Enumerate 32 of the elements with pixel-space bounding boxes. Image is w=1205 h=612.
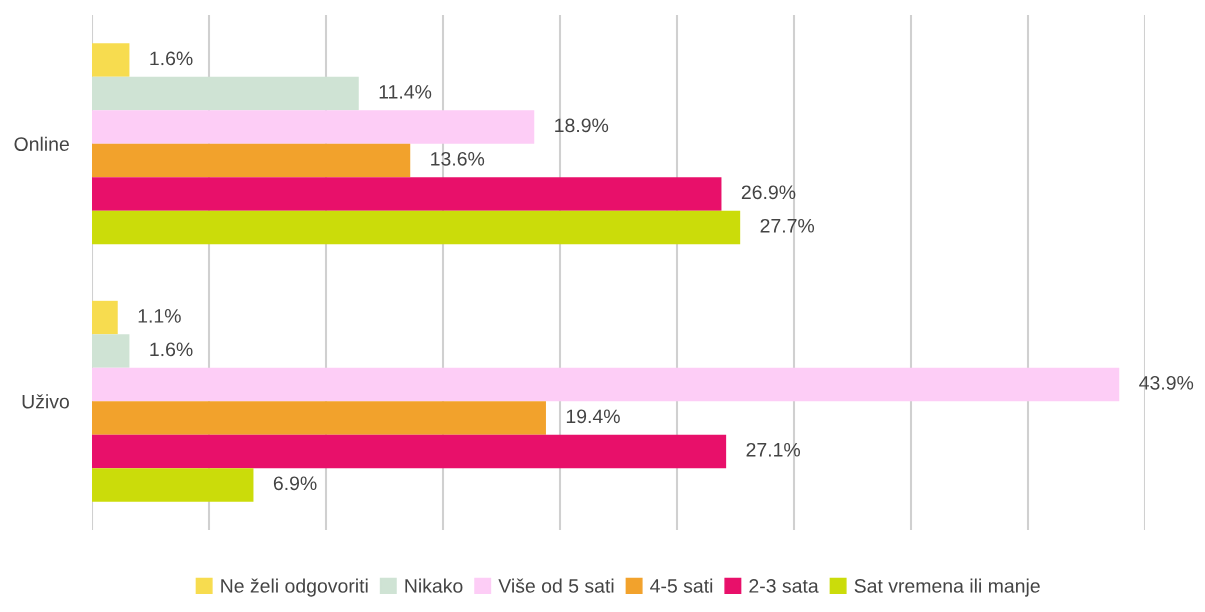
data-label: 6.9% <box>273 476 317 491</box>
data-label: 1.1% <box>138 309 181 323</box>
legend-label: Nikako <box>405 578 463 593</box>
bar <box>92 334 130 368</box>
legend-label: 4-5 sati <box>650 578 713 593</box>
data-label: 1.6% <box>150 51 193 66</box>
data-label: 11.4% <box>379 85 432 99</box>
legend-label: Sat vremena ili manje <box>854 578 1040 597</box>
legend-label: Više od 5 sati <box>498 578 614 593</box>
legend-label: Ne želi odgovoriti <box>221 578 368 597</box>
bar <box>92 367 1120 402</box>
data-label: 18.9% <box>555 118 609 133</box>
data-label: 27.1% <box>746 442 801 457</box>
bar <box>92 210 741 245</box>
bar <box>92 300 118 335</box>
data-label: 27.7% <box>760 218 815 233</box>
data-label: 19.4% <box>566 409 620 424</box>
data-label: 26.9% <box>741 185 796 200</box>
data-label: 13.6% <box>431 151 485 166</box>
bar <box>92 43 130 77</box>
bar <box>92 177 722 211</box>
y-tick-label: Uživo <box>22 394 69 409</box>
bar <box>92 110 535 144</box>
bar <box>92 434 727 469</box>
bar <box>92 143 411 178</box>
data-label: 43.9% <box>1139 375 1194 390</box>
bar <box>92 468 254 502</box>
legend-label: 2-3 sata <box>749 579 819 593</box>
bar <box>92 401 546 435</box>
data-label: 1.6% <box>150 342 193 357</box>
y-tick-label: Online <box>14 136 69 151</box>
bar <box>92 76 359 111</box>
